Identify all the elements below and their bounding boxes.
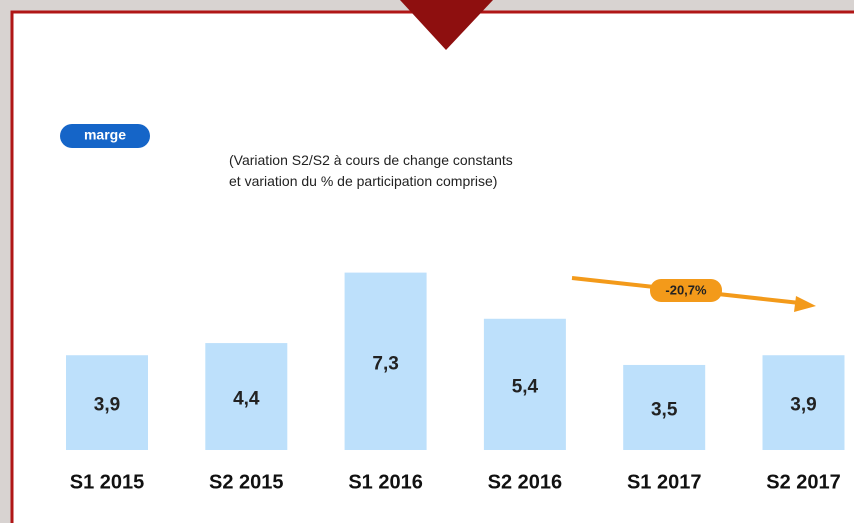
x-tick-label: S2 2017 <box>766 471 841 493</box>
bar <box>623 364 706 450</box>
bar <box>66 355 148 450</box>
triangle <box>400 0 493 50</box>
value-label: 5,4 <box>512 376 539 397</box>
bar <box>344 272 427 450</box>
x-tick-label: S2 2016 <box>488 471 563 493</box>
x-tick-label: S1 2015 <box>70 471 145 493</box>
x-tick-label: S2 2015 <box>209 471 284 493</box>
value-label: 7,3 <box>372 353 398 374</box>
x-tick-label: S1 2016 <box>348 471 423 493</box>
badge <box>60 124 150 148</box>
annotation: -20,7% <box>665 282 707 297</box>
bar <box>205 343 288 450</box>
bar <box>483 318 566 450</box>
arrow-head <box>794 296 816 312</box>
value-label: 3,9 <box>790 395 816 416</box>
x-tick-label: S1 2017 <box>627 471 702 493</box>
bar <box>762 355 845 450</box>
frame <box>10 10 854 523</box>
subtitle: (Variation S2/S2 à cours de change const… <box>229 152 513 189</box>
annotation-badge <box>650 279 722 302</box>
value-label: 4,4 <box>233 389 260 410</box>
value-label: 3,9 <box>94 395 120 416</box>
value-label: 3,5 <box>651 399 678 420</box>
chart-title: marge <box>84 127 126 143</box>
